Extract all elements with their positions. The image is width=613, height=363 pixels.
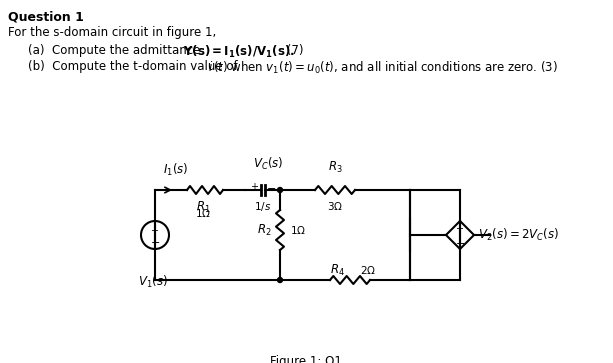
Text: $\mathbf{Y(s) = I_1(s)/V_1(s).}$: $\mathbf{Y(s) = I_1(s)/V_1(s).}$ <box>183 44 295 60</box>
Text: $1\Omega$: $1\Omega$ <box>290 224 306 236</box>
Text: $2\Omega$: $2\Omega$ <box>360 264 376 276</box>
Text: (a)  Compute the admittance: (a) Compute the admittance <box>28 44 204 57</box>
Text: $I_1(s)$: $I_1(s)$ <box>163 162 188 178</box>
Text: (7): (7) <box>283 44 303 57</box>
Text: $R_2$: $R_2$ <box>257 223 272 237</box>
Text: $V_1(s)$: $V_1(s)$ <box>138 274 168 290</box>
Text: $-$: $-$ <box>455 237 465 247</box>
Text: $V_C(s)$: $V_C(s)$ <box>253 156 283 172</box>
Text: (b)  Compute the t-domain value of: (b) Compute the t-domain value of <box>28 60 242 73</box>
Text: $R_1$: $R_1$ <box>196 200 210 215</box>
Text: $+$: $+$ <box>251 182 259 192</box>
Text: $V_2(s) = 2V_C(s)$: $V_2(s) = 2V_C(s)$ <box>478 227 559 243</box>
Text: $R_3$: $R_3$ <box>328 160 342 175</box>
Text: $3\Omega$: $3\Omega$ <box>327 200 343 212</box>
Text: $\mathit{i}$: $\mathit{i}$ <box>208 60 213 74</box>
Text: Figure 1: Q1: Figure 1: Q1 <box>270 355 342 363</box>
Text: $-$: $-$ <box>266 182 276 192</box>
Text: For the s-domain circuit in figure 1,: For the s-domain circuit in figure 1, <box>8 26 216 39</box>
Circle shape <box>278 277 283 282</box>
Text: Question 1: Question 1 <box>8 10 84 23</box>
Text: $+$: $+$ <box>455 224 465 234</box>
Text: $1\Omega$: $1\Omega$ <box>195 207 211 219</box>
Text: $R_4$: $R_4$ <box>330 262 345 278</box>
Text: $1/s$: $1/s$ <box>254 200 272 213</box>
Text: $(t)$ when $v_1(t) = u_0(t)$, and all initial conditions are zero. (3): $(t)$ when $v_1(t) = u_0(t)$, and all in… <box>213 60 558 76</box>
Circle shape <box>278 188 283 192</box>
Text: $+$: $+$ <box>150 224 159 236</box>
Text: $-$: $-$ <box>150 236 160 246</box>
